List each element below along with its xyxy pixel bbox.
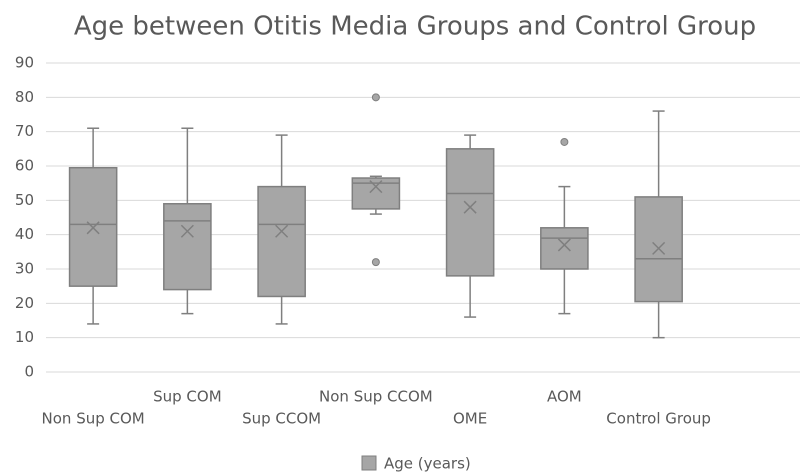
y-tick-label: 40 bbox=[15, 225, 34, 243]
outlier bbox=[371, 258, 380, 267]
y-tick-label: 50 bbox=[15, 191, 34, 209]
mean-marker bbox=[369, 180, 383, 194]
x-tick-label: Control Group bbox=[606, 410, 711, 428]
y-tick-label: 80 bbox=[15, 88, 34, 106]
outlier bbox=[371, 93, 380, 102]
mean-marker bbox=[557, 238, 571, 252]
y-tick-label: 0 bbox=[24, 363, 34, 381]
x-tick-label: Non Sup CCOM bbox=[319, 388, 433, 406]
y-tick-label: 90 bbox=[15, 54, 34, 72]
y-tick-label: 70 bbox=[15, 122, 34, 140]
x-tick-label: OME bbox=[453, 410, 487, 428]
mean-marker bbox=[86, 221, 100, 235]
outlier bbox=[560, 137, 569, 146]
box bbox=[445, 148, 495, 277]
box bbox=[163, 203, 212, 291]
mean-marker bbox=[652, 241, 666, 255]
box bbox=[257, 185, 306, 298]
legend-swatch bbox=[361, 455, 377, 471]
y-tick-label: 10 bbox=[15, 328, 34, 346]
x-tick-label: AOM bbox=[547, 388, 582, 406]
y-tick-label: 30 bbox=[15, 260, 34, 278]
x-tick-label: Non Sup COM bbox=[42, 410, 145, 428]
x-tick-label: Sup COM bbox=[153, 388, 222, 406]
box bbox=[540, 227, 589, 270]
y-tick-label: 20 bbox=[15, 294, 34, 312]
legend-label: Age (years) bbox=[384, 455, 471, 472]
mean-marker bbox=[275, 224, 289, 238]
mean-marker bbox=[463, 200, 477, 214]
chart-title: Age between Otitis Media Groups and Cont… bbox=[74, 12, 756, 42]
y-tick-label: 60 bbox=[15, 157, 34, 175]
mean-marker bbox=[180, 224, 194, 238]
x-tick-label: Sup CCOM bbox=[242, 410, 321, 428]
